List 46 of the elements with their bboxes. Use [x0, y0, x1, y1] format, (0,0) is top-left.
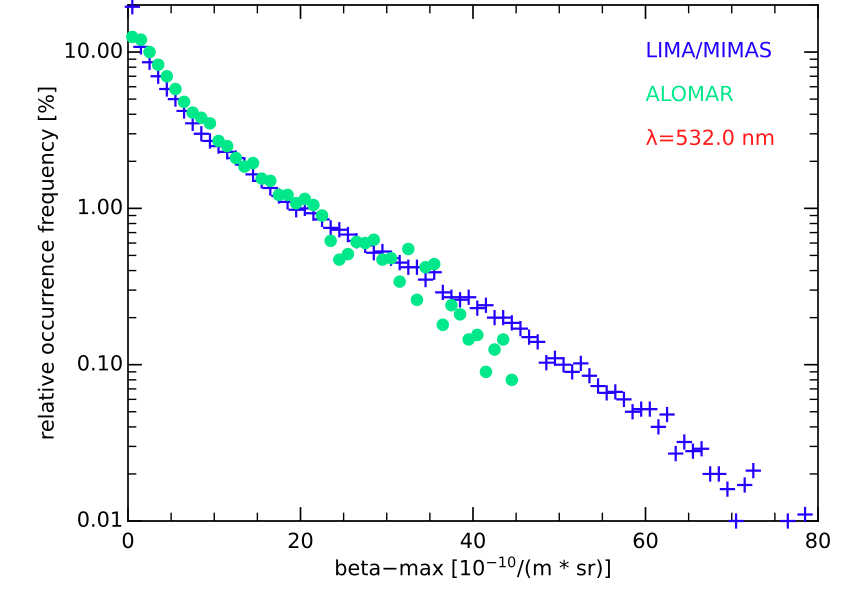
x-tick-label: 40: [460, 532, 485, 548]
point: [488, 343, 501, 356]
x-axis-title: beta−max [10$^{−10}$/(m * sr)]: [336, 556, 610, 578]
point: [160, 70, 174, 83]
point: [152, 58, 164, 71]
point: [230, 152, 242, 164]
text: LIMA/MIMAS: [648, 42, 771, 60]
point: [169, 82, 182, 96]
point: [384, 252, 398, 264]
y-tick-label: 0.10: [78, 354, 122, 371]
point: [333, 253, 346, 266]
point: [316, 209, 328, 222]
point: [195, 111, 208, 124]
x-tick-label: 20: [288, 532, 312, 548]
point: [471, 328, 484, 342]
point: [246, 156, 260, 170]
point: [324, 234, 337, 248]
point: [428, 258, 440, 270]
y-tick-label: 10.00: [66, 42, 122, 58]
point: [134, 33, 148, 46]
point: [204, 117, 216, 130]
point: [307, 198, 320, 212]
point: [454, 308, 466, 321]
x-tick-label: 60: [634, 532, 658, 548]
point: [445, 299, 458, 312]
text: ALOMAR: [646, 86, 734, 102]
point: [496, 333, 510, 346]
y-tick-label: 1.00: [79, 198, 122, 214]
y-axis-title: relative occurrence frequency [%]: [38, 88, 58, 438]
point: [436, 318, 450, 332]
point: [220, 140, 234, 152]
x-tick-label: 80: [806, 532, 830, 548]
point: [143, 46, 156, 58]
point: [506, 374, 518, 386]
point: [342, 248, 354, 260]
point: [410, 294, 424, 306]
point: [368, 233, 380, 246]
x-tick-label: 0: [122, 532, 134, 548]
point: [402, 242, 415, 256]
point: [298, 192, 312, 206]
point: [393, 275, 406, 288]
y-tick-label: 0.01: [78, 511, 122, 528]
point: [480, 366, 492, 378]
annotation: λ=532.0 nm: [646, 129, 774, 146]
point: [178, 96, 190, 108]
point: [264, 174, 277, 188]
